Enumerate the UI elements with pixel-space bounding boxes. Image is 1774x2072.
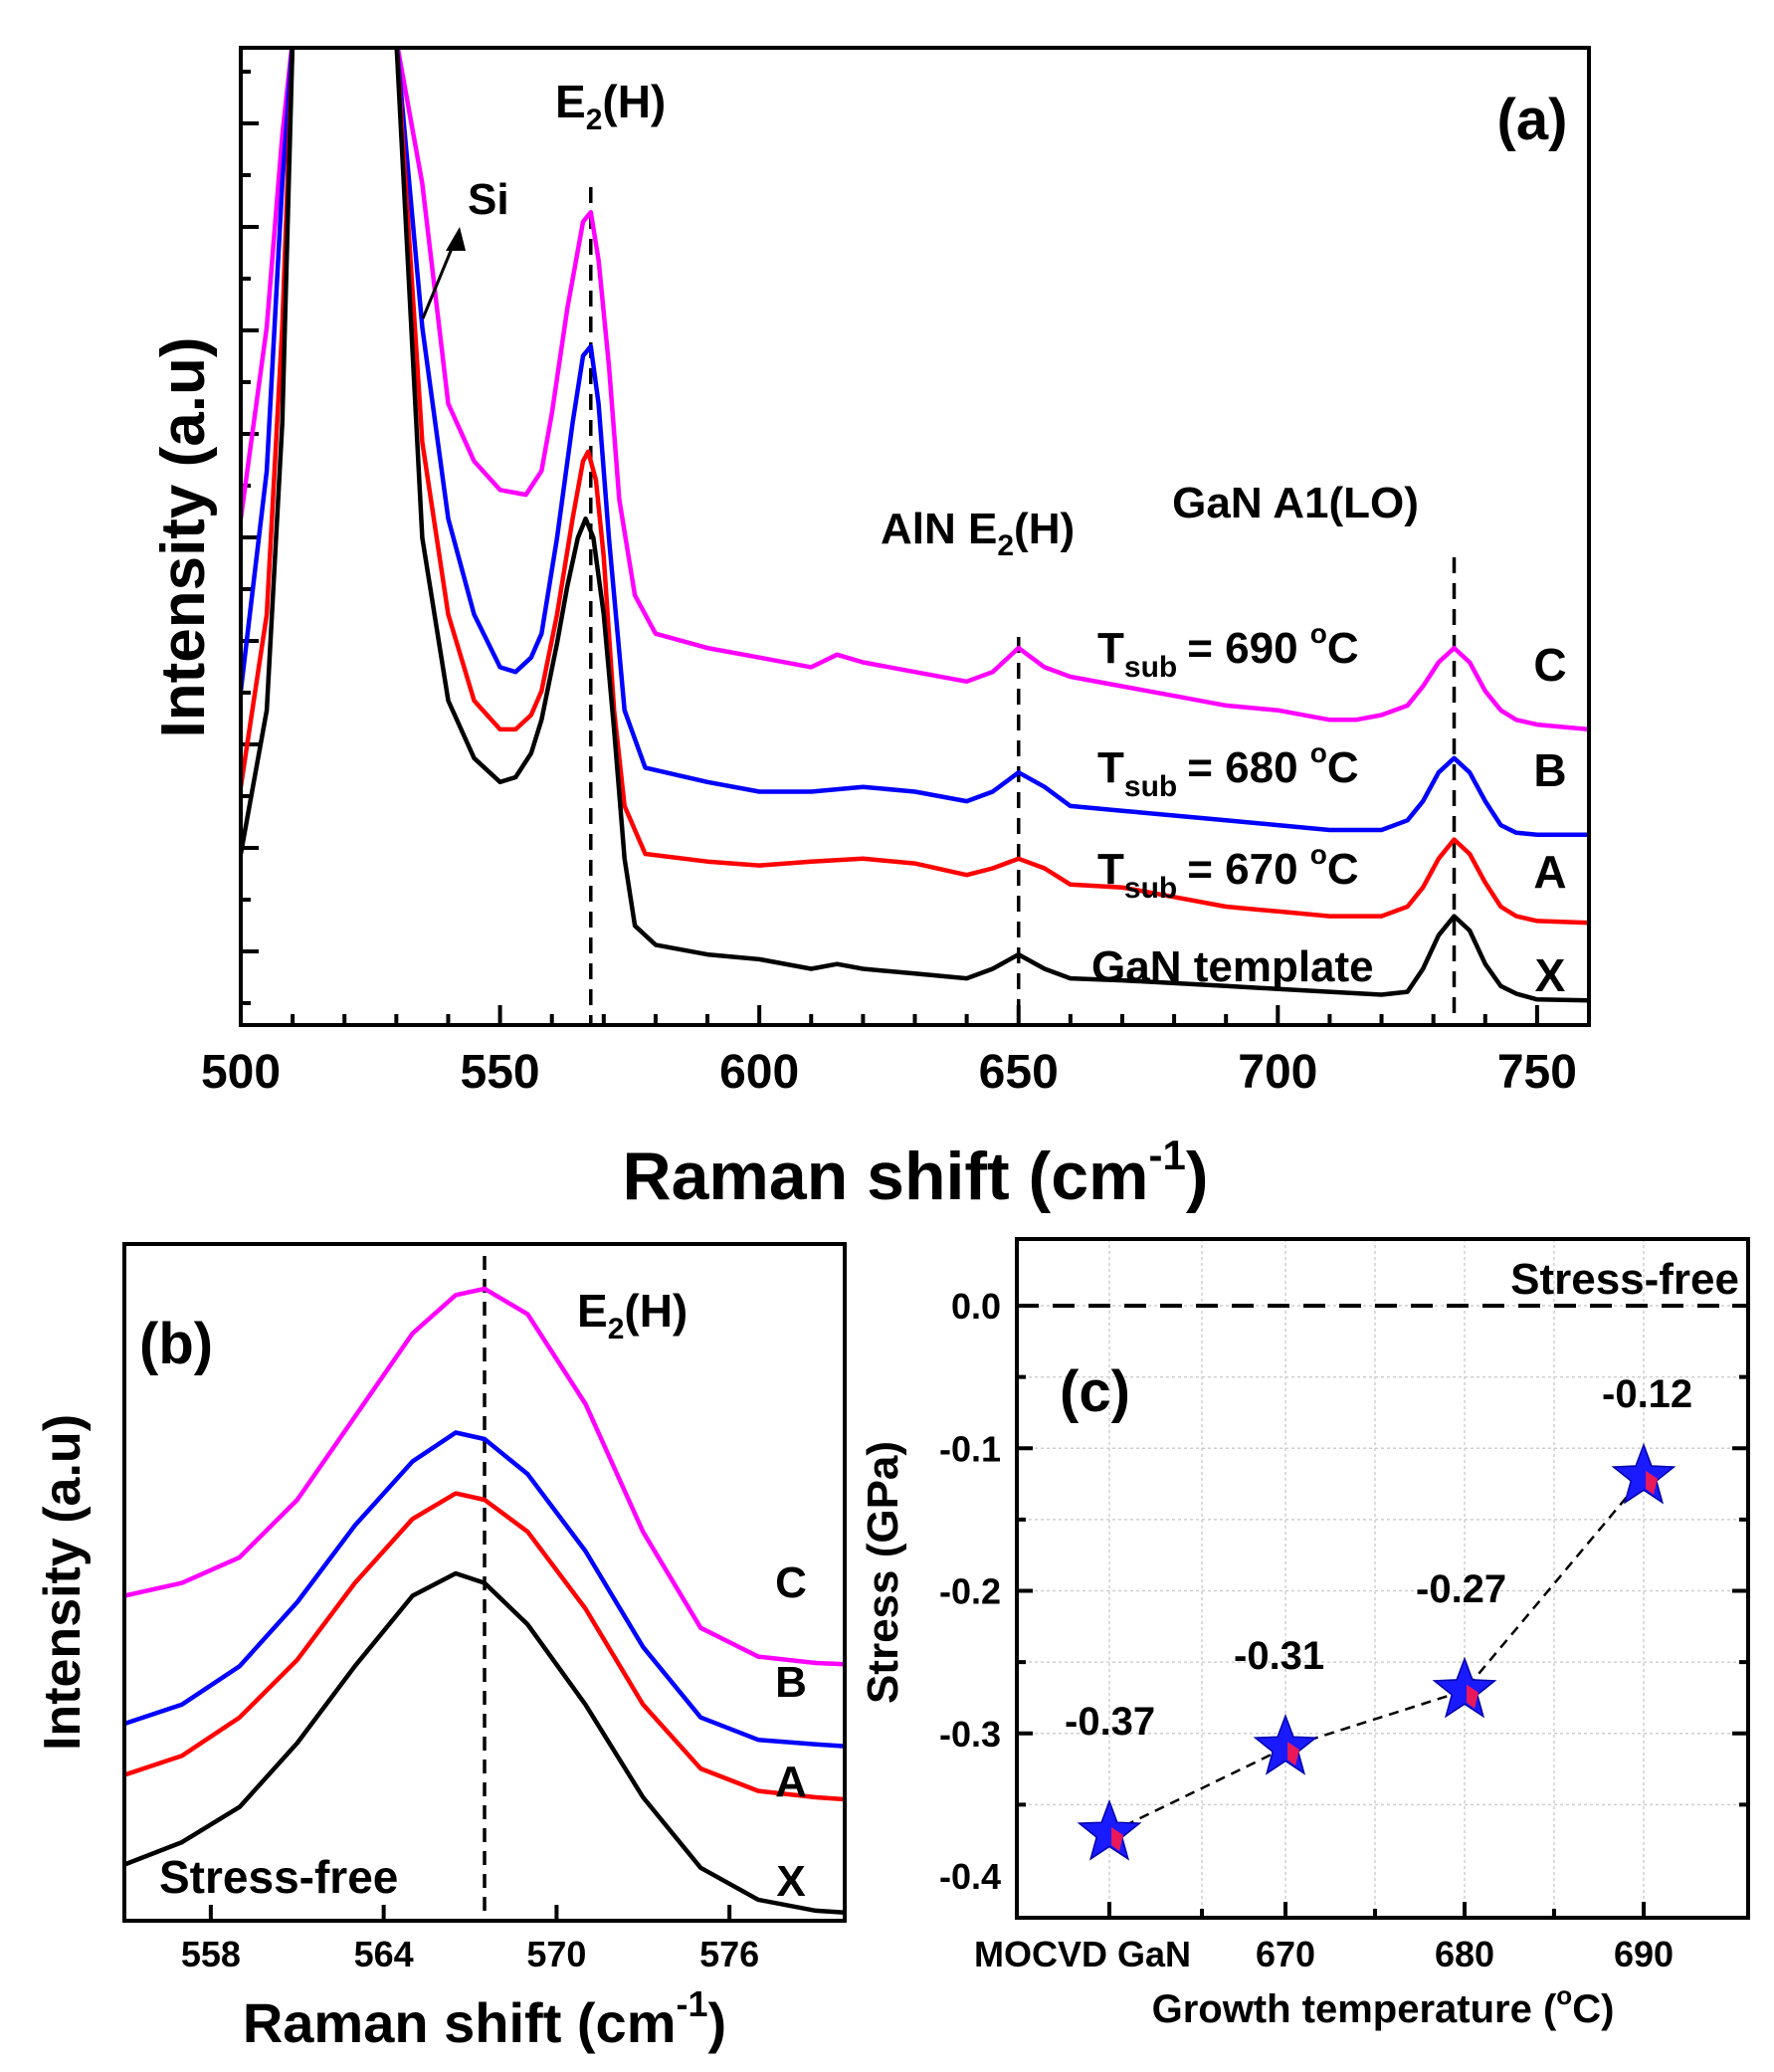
panel-b-frame — [122, 1242, 847, 1923]
data-point-accent-1 — [1287, 1742, 1299, 1766]
b-x-tick-label-564: 564 — [354, 1934, 414, 1974]
panel-b-label: (b) — [139, 1312, 213, 1376]
b-series-line-B — [124, 1430, 845, 1749]
curve-label-x: X — [1535, 949, 1566, 1001]
panel-a-frame — [239, 46, 1591, 1027]
c-x-tick-label-0: MOCVD GaN — [974, 1934, 1191, 1974]
b-series-line-C — [124, 1286, 845, 1667]
panel-b-ticks — [208, 1905, 732, 1921]
data-point-star-0 — [1077, 1798, 1142, 1861]
series-line-C — [241, 48, 1589, 732]
panel-b-series — [124, 1286, 845, 1916]
c-x-tick-label-1: 670 — [1256, 1934, 1315, 1974]
trend-line — [1108, 1476, 1645, 1835]
c-x-tick-label-2: 680 — [1435, 1934, 1494, 1974]
panel-b-curve-label-b: B — [775, 1658, 807, 1707]
annotation-e2h: E2(H) — [555, 76, 666, 136]
panel-b-curve-label-a: A — [775, 1758, 807, 1806]
b-series-line-X — [124, 1570, 845, 1916]
si-arrow-head — [446, 227, 466, 251]
c-y-tick-label-3: -0.3 — [939, 1714, 1001, 1755]
curve-label-b: B — [1533, 744, 1566, 796]
b-series-line-A — [124, 1491, 845, 1802]
panel-a-series — [241, 48, 1589, 1003]
panel-c-stress-free-label: Stress-free — [1510, 1255, 1739, 1304]
x-tick-label-750: 750 — [1497, 1046, 1577, 1099]
panel-b-annotation-e2h: E2(H) — [577, 1285, 688, 1346]
tsub-label-680: Tsub = 680 oC — [1097, 737, 1359, 803]
panel-c-label: (c) — [1060, 1359, 1130, 1424]
series-line-B — [241, 48, 1589, 838]
panel-b: 558 564 570 576 (b) E2(H) Stress-free C B A… — [34, 1242, 847, 2054]
c-y-tick-label-0: 0.0 — [951, 1286, 1001, 1327]
panel-c-trend-line — [1108, 1476, 1645, 1835]
panel-a-label: (a) — [1497, 88, 1568, 152]
panel-b-curve-label-x: X — [776, 1857, 805, 1906]
panel-a-x-axis-label: Raman shift (cm-1) — [622, 1132, 1208, 1214]
panel-a-y-axis-label: Intensity (a.u) — [149, 336, 218, 737]
x-tick-label-550: 550 — [461, 1046, 540, 1099]
b-x-tick-label-576: 576 — [699, 1934, 759, 1974]
panel-c: -0.37 -0.31 -0.27 -0.12 0.0 -0.1 -0.2 -0.3 -0.4… — [859, 1237, 1750, 2031]
tsub-label-670: Tsub = 670 oC — [1097, 839, 1359, 905]
data-point-accent-2 — [1467, 1684, 1478, 1709]
b-x-tick-label-558: 558 — [181, 1934, 241, 1974]
c-x-tick-label-3: 690 — [1614, 1934, 1674, 1974]
panel-b-y-axis-label: Intensity (a.u) — [34, 1414, 92, 1751]
panel-b-stress-free-label: Stress-free — [159, 1851, 398, 1903]
panel-c-grid — [1017, 1239, 1748, 1918]
series-line-X — [241, 48, 1589, 1003]
panel-a-x-tick-labels: 500 550 600 650 700 750 — [201, 1046, 1577, 1099]
panel-c-y-axis-label: Stress (GPa) — [859, 1441, 907, 1704]
data-value-label-0: -0.37 — [1065, 1700, 1155, 1744]
panel-c-points: -0.37 -0.31 -0.27 -0.12 — [1065, 1372, 1692, 1861]
panel-a: 500 550 600 650 700 750 (a) E2(H) Si AlN E2(H… — [149, 46, 1591, 1214]
si-arrow-line — [421, 238, 458, 319]
series-line-A — [241, 48, 1589, 926]
b-x-tick-label-570: 570 — [526, 1934, 586, 1974]
panel-c-x-axis-label: Growth temperature (oC) — [1152, 1980, 1615, 2031]
x-tick-label-500: 500 — [201, 1046, 281, 1099]
tsub-label-690: Tsub = 690 oC — [1097, 618, 1359, 684]
template-label: GaN template — [1091, 942, 1374, 991]
annotation-aln: AlN E2(H) — [881, 505, 1075, 562]
data-point-star-2 — [1432, 1656, 1497, 1719]
panel-c-frame — [1015, 1237, 1750, 1920]
panel-b-x-tick-labels: 558 564 570 576 — [181, 1934, 759, 1974]
annotation-si: Si — [468, 175, 509, 224]
data-value-label-3: -0.12 — [1602, 1372, 1692, 1416]
data-value-label-1: -0.31 — [1234, 1634, 1324, 1678]
data-value-label-2: -0.27 — [1416, 1567, 1506, 1611]
x-tick-label-650: 650 — [979, 1046, 1059, 1099]
curve-label-c: C — [1533, 639, 1566, 691]
c-y-tick-label-2: -0.2 — [939, 1571, 1001, 1612]
c-y-tick-label-1: -0.1 — [939, 1428, 1001, 1469]
x-tick-label-600: 600 — [719, 1046, 799, 1099]
panel-c-tick-labels: 0.0 -0.1 -0.2 -0.3 -0.4 MOCVD GaN 670 680 690 — [939, 1286, 1674, 1974]
curve-label-a: A — [1533, 846, 1566, 898]
x-tick-label-700: 700 — [1238, 1046, 1317, 1099]
data-point-star-1 — [1253, 1713, 1318, 1775]
panel-b-curve-label-c: C — [775, 1558, 807, 1607]
panel-b-x-axis-label: Raman shift (cm-1) — [243, 1983, 726, 2054]
c-y-tick-label-4: -0.4 — [939, 1856, 1001, 1897]
data-point-accent-3 — [1646, 1470, 1658, 1495]
panel-a-reference-lines — [589, 187, 1457, 1025]
annotation-gan-a1lo: GaN A1(LO) — [1172, 479, 1419, 527]
data-point-accent-0 — [1111, 1827, 1123, 1852]
data-point-star-3 — [1611, 1442, 1676, 1505]
